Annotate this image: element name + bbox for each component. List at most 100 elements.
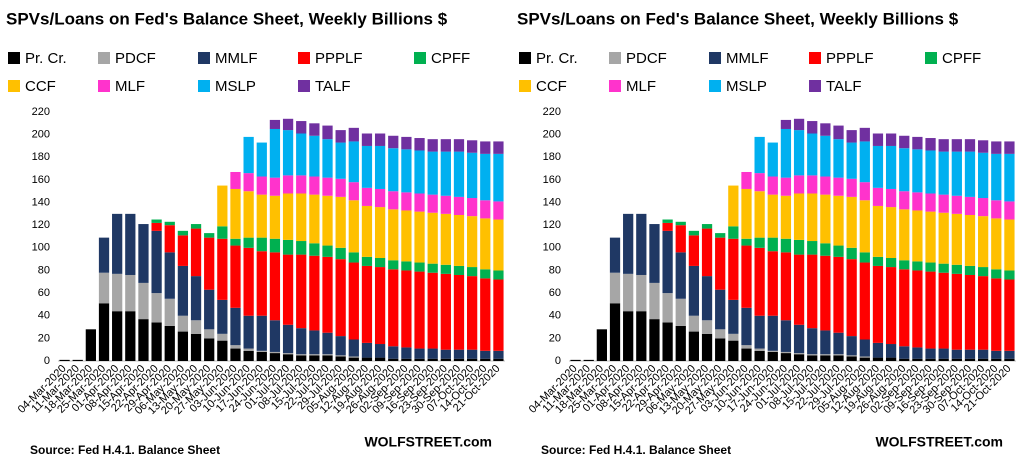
bar-segment [978,267,989,277]
bar-segment [793,354,805,361]
bar-segment [480,141,491,154]
bar-segment [138,319,149,361]
legend-swatch [298,80,310,92]
bar-segment [964,358,976,361]
bar-segment [282,353,294,355]
bar-segment [793,118,805,131]
bar-segment [885,133,897,146]
bar-segment [938,212,949,264]
bar-segment [701,333,713,361]
bar-segment [846,247,857,260]
bar-segment [885,344,897,358]
legend-label: CPFF [942,50,981,67]
bar-segment [296,241,307,255]
bar-segment [440,213,451,265]
bar-segment [623,213,634,274]
bar-segment [190,320,202,334]
bar-segment [322,256,333,333]
bar-segment [991,153,1002,201]
bar-segment [335,130,346,143]
bar-segment [269,238,281,253]
bar-segment [885,188,897,208]
bar-segment [912,347,923,359]
bar-segment [243,136,254,174]
bar-segment [833,355,844,361]
bar-segment [715,237,726,290]
bar-segment [296,354,307,356]
bar-segment [833,245,844,257]
bar-segment [493,201,504,220]
bar-segment [243,173,254,192]
bar-segment [256,315,267,351]
bar-segment [493,358,504,361]
bar-segment [688,315,700,332]
bar-segment [427,348,438,359]
bar-segment [480,278,491,351]
bar-segment [282,175,294,194]
bar-segment [414,211,425,263]
legend-swatch [519,52,531,64]
legend-swatch [809,52,821,64]
bar-segment [964,151,976,197]
bar-segment [467,358,478,361]
bar-segment [951,151,962,196]
bar-segment [204,289,215,330]
bar-segment [846,259,857,337]
bar-segment [978,140,989,153]
bar-segment [701,228,713,277]
bar-segment [348,127,359,142]
bar-segment [938,272,949,349]
bar-segment [335,178,346,197]
bar-segment [388,209,399,261]
bar-segment [688,265,700,316]
bar-segment [493,219,504,271]
legend-swatch [519,80,531,92]
bar-segment [846,130,857,143]
legend-label: PPPLF [315,50,363,67]
bar-segment [98,272,110,304]
bar-segment [256,194,267,238]
y-tick-label: 200 [32,129,50,141]
bar-segment [951,273,962,350]
bar-segment [767,315,778,351]
bar-segment [493,141,504,154]
bar-segment [662,322,673,361]
bar-segment [609,303,621,361]
bar-segment [793,239,805,255]
bar-segment [675,221,686,226]
bar-segment [688,230,700,236]
y-tick-label: 60 [38,287,50,299]
bar-segment [401,210,412,262]
y-tick-label: 140 [32,196,50,208]
bar-segment [885,357,897,361]
y-tick-label: 60 [549,287,561,299]
bar-segment [440,358,451,361]
bar-segment [98,303,110,361]
bar-segment [1004,270,1015,280]
bar-segment [388,148,399,192]
bar-segment [820,194,831,244]
bar-segment [1004,279,1015,351]
y-tick-label: 180 [543,151,561,163]
bar-segment [401,192,412,211]
chart-title: SPVs/Loans on Fed's Balance Sheet, Weekl… [6,9,448,28]
bar-segment [833,139,844,178]
bar-segment [335,247,346,260]
bar-segment [190,228,202,277]
bar-segment [480,269,491,279]
bar-segment [951,358,962,361]
bar-segment [912,261,923,271]
bar-segment [467,198,478,217]
bar-segment [741,345,752,349]
y-tick-label: 80 [38,264,50,276]
bar-segment [833,332,844,355]
bar-segment [780,177,792,196]
bar-segment [374,207,386,259]
bar-segment [649,224,660,283]
bar-segment [780,252,792,321]
bar-segment [938,194,949,213]
bar-segment [414,358,425,361]
bar-segment [348,262,359,340]
bar-segment [243,315,254,349]
bar-segment [754,237,765,248]
